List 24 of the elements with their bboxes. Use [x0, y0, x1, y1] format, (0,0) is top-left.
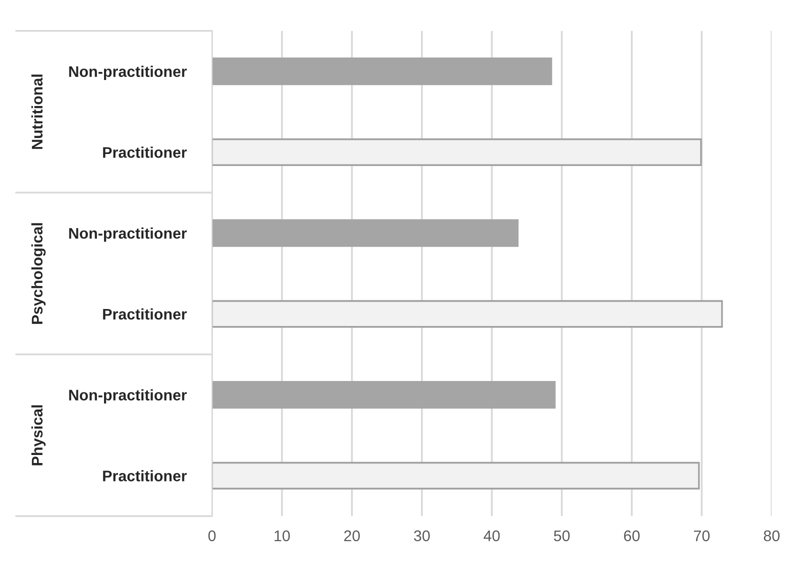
bar [212, 58, 552, 86]
bar [212, 462, 700, 490]
bar [212, 381, 556, 409]
x-tick-label: 30 [414, 530, 430, 542]
x-tick-label: 70 [694, 530, 710, 542]
text: Nutritional [31, 74, 43, 149]
text: Psychological [31, 223, 46, 324]
y-tick-label: Non-practitioner [69, 66, 187, 80]
x-tick-label: 50 [554, 530, 570, 542]
x-tick-label: 10 [274, 530, 290, 542]
y-tick-label: Practitioner [103, 470, 187, 482]
x-tick-label: 80 [764, 530, 780, 542]
y-tick-label: Non-practitioner [69, 228, 187, 242]
y-tick-label: Non-practitioner [69, 389, 187, 404]
x-tick-label: 40 [484, 530, 500, 542]
text: Physical [31, 405, 46, 466]
bar [212, 138, 702, 166]
bar [212, 219, 519, 247]
x-tick-label: 60 [624, 530, 640, 542]
y-tick-label: Practitioner [103, 146, 187, 158]
y-tick-label: Practitioner [103, 308, 187, 320]
x-tick-label: 0 [208, 530, 216, 542]
x-tick-label: 20 [344, 530, 360, 542]
bar [212, 300, 723, 328]
